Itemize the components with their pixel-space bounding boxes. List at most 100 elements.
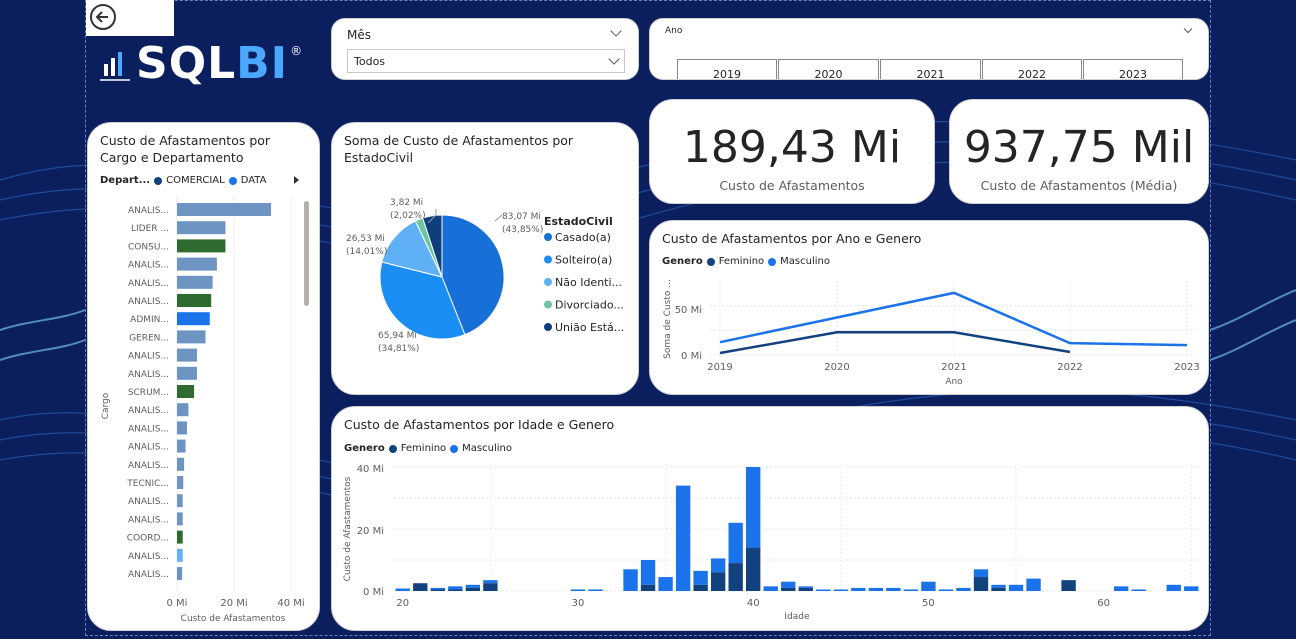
year-button-2020[interactable]: 2020: [778, 59, 879, 79]
idade-bar-feminino[interactable]: [991, 587, 1006, 591]
idade-bar-feminino[interactable]: [710, 572, 726, 591]
idade-bar-feminino[interactable]: [693, 584, 708, 591]
cargo-x-axis-title: Custo de Afastamentos: [181, 614, 286, 624]
cargo-bar[interactable]: [177, 439, 186, 453]
idade-bar-masculino[interactable]: [921, 581, 936, 591]
idade-bar-masculino[interactable]: [623, 569, 638, 591]
pie-slice[interactable]: [441, 214, 505, 336]
idade-bar-masculino[interactable]: [938, 589, 954, 591]
year-button-2019[interactable]: 2019: [677, 59, 777, 79]
ano-series-line[interactable]: [719, 331, 1071, 355]
cargo-bar[interactable]: [177, 330, 206, 344]
idade-bar-masculino[interactable]: [1184, 586, 1199, 591]
idade-bar-feminino[interactable]: [483, 583, 498, 591]
idade-bar-masculino[interactable]: [728, 522, 743, 564]
cargo-bar[interactable]: [177, 530, 183, 544]
idade-bar-masculino[interactable]: [395, 588, 410, 591]
pie-slice[interactable]: [422, 214, 443, 278]
year-button-2021[interactable]: 2021: [880, 59, 981, 79]
cargo-bar[interactable]: [177, 548, 183, 562]
cargo-bar[interactable]: [177, 567, 183, 580]
idade-bar-feminino[interactable]: [781, 587, 796, 591]
idade-bar-masculino[interactable]: [903, 589, 919, 591]
ano-chart-card[interactable]: Custo de Afastamentos por Ano e Genero G…: [649, 220, 1209, 395]
chevron-down-icon[interactable]: [1183, 24, 1193, 34]
legend-next-arrow-icon[interactable]: [294, 176, 299, 184]
idade-bar-feminino[interactable]: [640, 584, 656, 591]
legend-dot-data: [228, 176, 237, 185]
idade-bar-feminino[interactable]: [798, 587, 813, 591]
ano-series-line[interactable]: [719, 291, 1188, 347]
pie-slice[interactable]: [379, 261, 466, 340]
idade-bar-masculino[interactable]: [1113, 586, 1129, 591]
idade-bar-feminino[interactable]: [448, 589, 463, 591]
cargo-scrollbar[interactable]: [304, 201, 309, 306]
chevron-down-icon[interactable]: [610, 25, 622, 37]
idade-bar-masculino[interactable]: [956, 587, 971, 591]
idade-bar-feminino[interactable]: [1061, 580, 1076, 591]
idade-bar-feminino[interactable]: [413, 583, 428, 591]
idade-bar-feminino[interactable]: [465, 587, 481, 591]
idade-bar-masculino[interactable]: [448, 586, 463, 590]
year-button-2023[interactable]: 2023: [1083, 59, 1183, 79]
cargo-bar[interactable]: [177, 312, 210, 326]
idade-bar-masculino[interactable]: [710, 558, 726, 573]
idade-bar-feminino[interactable]: [728, 563, 743, 591]
mes-dropdown[interactable]: Todos: [347, 49, 625, 73]
pie-legend-item[interactable]: Não Identi...: [555, 276, 622, 289]
cargo-bar[interactable]: [177, 348, 197, 362]
cargo-bar[interactable]: [177, 494, 183, 508]
cargo-bar[interactable]: [177, 385, 195, 398]
idade-bar-masculino[interactable]: [1008, 584, 1024, 591]
cargo-chart-card[interactable]: Custo de Afastamentos por Cargo e Depart…: [87, 122, 320, 631]
idade-bar-feminino[interactable]: [973, 577, 989, 591]
idade-bar-masculino[interactable]: [833, 589, 848, 591]
idade-chart-card[interactable]: Custo de Afastamentos por Idade e Genero…: [331, 406, 1209, 631]
idade-bar-masculino[interactable]: [798, 586, 813, 588]
year-button-2022[interactable]: 2022: [982, 59, 1082, 79]
idade-bar-masculino[interactable]: [991, 584, 1006, 588]
pie-value-label: 65,94 Mi: [378, 331, 417, 341]
idade-bar-masculino[interactable]: [763, 586, 778, 591]
idade-bar-masculino[interactable]: [570, 589, 586, 591]
pie-legend-item[interactable]: Casado(a): [555, 231, 611, 244]
idade-bar-masculino[interactable]: [973, 569, 989, 578]
pie-slice[interactable]: [381, 220, 443, 278]
idade-bar-masculino[interactable]: [483, 580, 498, 584]
idade-bar-masculino[interactable]: [588, 589, 603, 591]
cargo-bar[interactable]: [177, 257, 217, 271]
pie-legend-item[interactable]: Solteiro(a): [555, 254, 612, 267]
cargo-bar[interactable]: [177, 512, 183, 526]
idade-bar-masculino[interactable]: [658, 577, 673, 591]
cargo-bar[interactable]: [177, 221, 226, 235]
idade-bar-masculino[interactable]: [781, 581, 796, 588]
pie-chart-card[interactable]: Soma de Custo de Afastamentos por Estado…: [331, 122, 639, 395]
back-button[interactable]: [90, 4, 116, 30]
pie-legend-item[interactable]: União Está...: [555, 321, 624, 334]
cargo-bar[interactable]: [177, 421, 187, 435]
cargo-bar[interactable]: [177, 275, 213, 289]
cargo-bar[interactable]: [177, 203, 272, 216]
idade-bar-masculino[interactable]: [430, 587, 445, 590]
idade-bar-masculino[interactable]: [746, 467, 761, 548]
idade-bar-masculino[interactable]: [1131, 589, 1146, 591]
idade-bar-masculino[interactable]: [1166, 584, 1181, 591]
idade-bar-masculino[interactable]: [693, 570, 708, 585]
idade-bar-masculino[interactable]: [886, 587, 901, 591]
idade-bar-masculino[interactable]: [465, 584, 481, 588]
cargo-bar[interactable]: [177, 457, 185, 471]
idade-bar-feminino[interactable]: [746, 547, 761, 591]
idade-bar-masculino[interactable]: [675, 485, 691, 591]
idade-bar-masculino[interactable]: [640, 560, 656, 585]
cargo-bar[interactable]: [177, 366, 197, 380]
idade-bar-masculino[interactable]: [1026, 578, 1041, 591]
cargo-bar[interactable]: [177, 239, 226, 253]
idade-bar-masculino[interactable]: [868, 587, 884, 591]
idade-bar-feminino[interactable]: [430, 589, 445, 591]
cargo-bar[interactable]: [177, 476, 184, 489]
idade-bar-masculino[interactable]: [816, 589, 831, 591]
pie-legend-item[interactable]: Divorciado...: [555, 299, 624, 312]
cargo-bar[interactable]: [177, 403, 189, 417]
cargo-bar[interactable]: [177, 294, 212, 307]
idade-bar-masculino[interactable]: [851, 587, 866, 591]
